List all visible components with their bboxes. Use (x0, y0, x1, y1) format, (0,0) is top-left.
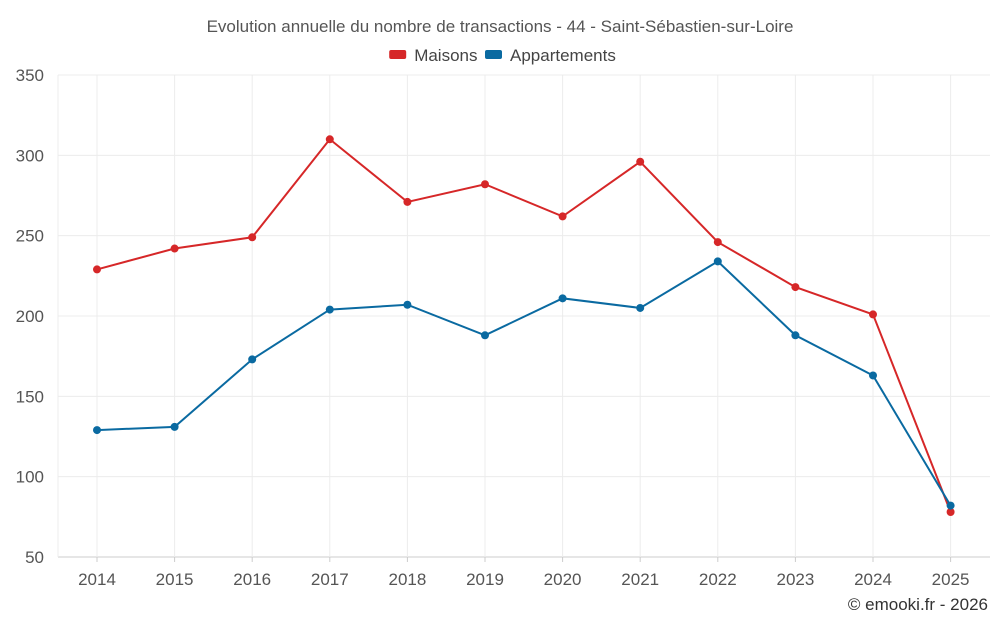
series-line (96, 260, 952, 507)
data-point[interactable] (791, 283, 800, 292)
y-tick-label: 50 (25, 548, 44, 567)
legend-label: Appartements (510, 46, 616, 65)
data-point[interactable] (869, 371, 877, 380)
y-tick-label: 250 (16, 227, 44, 246)
y-tick-label: 150 (16, 387, 44, 406)
data-point[interactable] (481, 331, 489, 340)
x-tick-label: 2017 (311, 570, 349, 589)
data-point[interactable] (93, 426, 101, 435)
series-line (96, 137, 952, 513)
data-point[interactable] (869, 310, 877, 319)
data-point[interactable] (170, 244, 179, 253)
data-point[interactable] (248, 355, 257, 364)
data-point[interactable] (636, 303, 645, 312)
legend-swatch (485, 50, 502, 59)
x-tick-label: 2016 (233, 570, 271, 589)
x-axis: 2014 2015 2016 2017 2018 2019 2020 2021 2022 2023… (78, 557, 970, 589)
legend-swatch (389, 50, 407, 59)
x-tick-label: 2014 (78, 570, 116, 589)
x-tick-label: 2023 (776, 570, 814, 589)
y-tick-label: 100 (16, 468, 44, 487)
x-tick-label: 2024 (854, 570, 892, 589)
x-tick-label: 2025 (932, 570, 970, 589)
data-point[interactable] (325, 135, 334, 144)
data-point[interactable] (93, 265, 101, 274)
data-point[interactable] (946, 508, 955, 517)
x-tick-label: 2015 (156, 570, 194, 589)
series-group (93, 135, 955, 517)
data-point[interactable] (558, 212, 567, 221)
gridlines (57, 74, 990, 558)
data-point[interactable] (248, 233, 257, 242)
data-point[interactable] (403, 197, 412, 206)
data-point[interactable] (791, 331, 800, 340)
y-tick-label: 300 (16, 146, 44, 165)
data-point[interactable] (170, 422, 179, 431)
data-point[interactable] (636, 157, 645, 166)
x-tick-label: 2019 (466, 570, 504, 589)
data-point[interactable] (713, 238, 722, 247)
data-point[interactable] (713, 257, 722, 266)
series-maisons (93, 135, 955, 517)
y-tick-label: 200 (16, 307, 44, 326)
legend-item-maisons[interactable]: Maisons (389, 46, 478, 65)
data-point[interactable] (481, 180, 489, 189)
chart-title: Evolution annuelle du nombre de transact… (207, 17, 794, 36)
copyright-text: © emooki.fr - 2026 (848, 595, 988, 614)
y-tick-label: 350 (16, 66, 44, 85)
series-appartements (93, 257, 955, 510)
x-tick-label: 2020 (544, 570, 582, 589)
data-point[interactable] (325, 305, 334, 314)
y-axis: 50 100 150 200 250 300 350 (16, 66, 44, 567)
x-tick-label: 2022 (699, 570, 737, 589)
x-tick-label: 2021 (621, 570, 659, 589)
legend-item-appartements[interactable]: Appartements (485, 46, 616, 65)
legend-label: Maisons (414, 46, 477, 65)
x-tick-label: 2018 (388, 570, 426, 589)
data-point[interactable] (946, 501, 955, 510)
data-point[interactable] (558, 294, 567, 303)
legend[interactable]: Maisons Appartements (389, 46, 616, 65)
data-point[interactable] (403, 300, 412, 309)
